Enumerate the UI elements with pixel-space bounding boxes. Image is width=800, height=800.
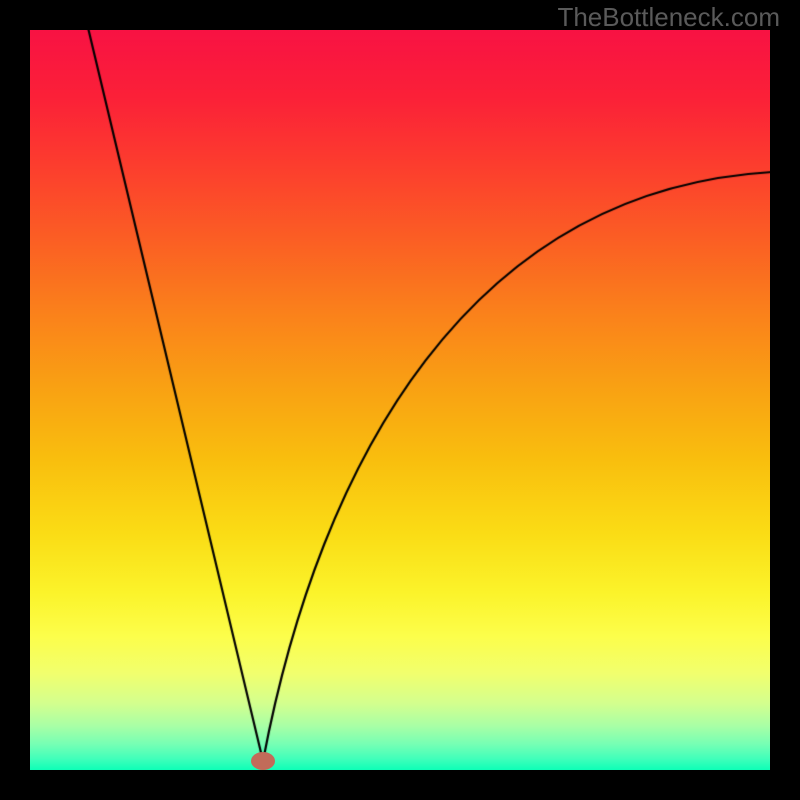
bottleneck-curve: [0, 0, 800, 800]
optimal-point-marker: [251, 752, 275, 770]
watermark-text: TheBottleneck.com: [557, 2, 780, 33]
chart-container: TheBottleneck.com: [0, 0, 800, 800]
